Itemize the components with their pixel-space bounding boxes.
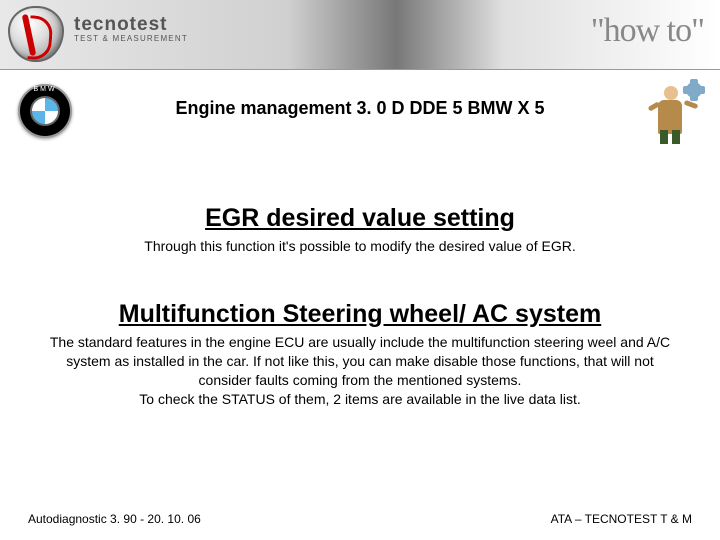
section-egr: EGR desired value setting Through this f… (0, 204, 720, 256)
howto-label: "how to" (591, 12, 704, 50)
bmw-roundel-inner (30, 96, 60, 126)
footer-left: Autodiagnostic 3. 90 - 20. 10. 06 (28, 512, 201, 526)
header-banner: tecnotest TEST & MEASUREMENT "how to" (0, 0, 720, 70)
brand-name: tecnotest (74, 14, 188, 36)
footer: Autodiagnostic 3. 90 - 20. 10. 06 ATA – … (0, 512, 720, 526)
clipart-arm-right (684, 100, 699, 109)
section-heading-egr: EGR desired value setting (40, 204, 680, 233)
clipart-body (658, 100, 682, 134)
section-body-egr: Through this function it's possible to m… (40, 237, 680, 256)
howto-text: how to (604, 12, 692, 49)
section-multifunction: Multifunction Steering wheel/ AC system … (0, 300, 720, 409)
mechanic-clipart (644, 82, 702, 144)
clipart-head (664, 86, 678, 100)
brand-tagline: TEST & MEASUREMENT (74, 34, 188, 43)
quote-open: " (591, 12, 604, 49)
gear-icon (686, 82, 702, 98)
section-heading-multifunction: Multifunction Steering wheel/ AC system (40, 300, 680, 329)
tecnotest-logo (8, 6, 64, 62)
section-body-multifunction: The standard features in the engine ECU … (40, 333, 680, 409)
page-title: Engine management 3. 0 D DDE 5 BMW X 5 (0, 82, 720, 119)
brand-block: tecnotest TEST & MEASUREMENT (74, 14, 188, 43)
clipart-legs (660, 130, 668, 144)
title-row: Engine management 3. 0 D DDE 5 BMW X 5 (0, 82, 720, 152)
bmw-logo (18, 84, 72, 138)
footer-right: ATA – TECNOTEST T & M (551, 512, 692, 526)
quote-close: " (691, 12, 704, 49)
